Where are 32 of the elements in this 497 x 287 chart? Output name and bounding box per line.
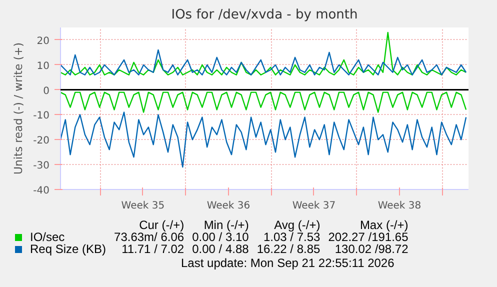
text: Cur (-/+) (138, 218, 184, 232)
y-tick-label: 10 (36, 60, 50, 72)
text: 130.02 /98.72 (334, 242, 408, 256)
line-series (60, 49, 467, 76)
text: Max (-/+) (358, 218, 408, 232)
x-tick-label: Week 38 (378, 200, 422, 212)
legend-label: Req Size (KB) (29, 242, 106, 256)
text: 1.03 / 7.53 (262, 230, 320, 244)
text: Min (-/+) (202, 218, 249, 232)
text: 0.00 / 4.88 (191, 242, 249, 256)
text: 16.22 / 8.85 (256, 242, 320, 256)
y-axis-title: Units read (-) / write (+) (12, 42, 26, 175)
y-tick-label: -10 (33, 110, 50, 122)
x-tick-label: Week 37 (292, 200, 336, 212)
y-tick-label: 0 (43, 86, 50, 97)
text: 11.71 / 7.02 (120, 242, 184, 256)
chart-title: IOs for /dev/xvda - by month (171, 8, 358, 22)
y-tick-label: -40 (33, 186, 50, 196)
line-series (60, 92, 467, 113)
legend-label: IO/sec (29, 230, 66, 244)
line-series (60, 32, 467, 76)
y-tick-label: -30 (33, 160, 50, 172)
text: Last update: Mon Sep 21 22:55:11 2026 (180, 255, 396, 272)
x-tick-label: Week 35 (121, 200, 165, 212)
y-tick-label: 20 (36, 36, 50, 47)
text: Avg (-/+) (273, 218, 320, 232)
text: 0.00 / 3.10 (191, 230, 249, 244)
text: 73.63m/ 6.06 (113, 230, 184, 244)
x-tick-label: Week 36 (206, 200, 250, 212)
text: 202.27 /191.65 (327, 230, 408, 244)
line-series (60, 112, 467, 168)
y-tick-label: -20 (33, 136, 50, 147)
